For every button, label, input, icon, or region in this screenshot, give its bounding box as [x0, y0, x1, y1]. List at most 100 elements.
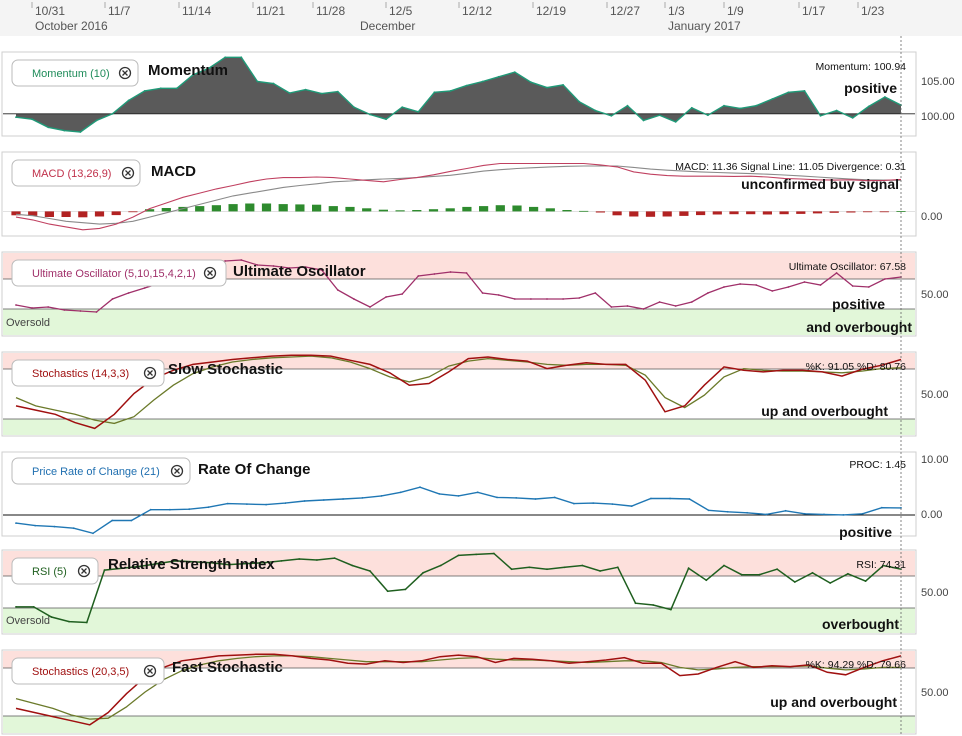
rsi-point: [687, 567, 690, 570]
date-tick-label: 1/3: [668, 4, 685, 18]
macd-histogram-bar: [712, 211, 722, 215]
proc-point: [592, 502, 595, 504]
momentum-point: [819, 114, 822, 117]
proc-point: [573, 502, 575, 505]
macd-histogram-bar: [61, 211, 71, 217]
oversold-zone: [3, 716, 915, 733]
momentum-point: [208, 67, 211, 69]
proc-panel: Price Rate of Change (21) Rate Of Change…: [1, 451, 949, 540]
macd-histogram-bar: [545, 208, 555, 212]
proc-point: [169, 508, 171, 511]
momentum-point: [546, 86, 548, 89]
macd-panel: MACD (13,26,9) MACD MACD: 11.36 Signal L…: [1, 151, 942, 237]
macd-histogram-bar: [796, 211, 806, 214]
oversold-zone: [3, 608, 915, 633]
rsi-point: [652, 604, 655, 606]
proc-point: [53, 525, 56, 528]
proc-pill-label: Price Rate of Change (21): [32, 466, 160, 478]
momentum-point: [739, 107, 741, 110]
momentum-pill-box[interactable]: [11, 59, 139, 87]
proc-point: [207, 506, 210, 509]
ultimate-point: [642, 308, 645, 310]
proc-point: [380, 495, 383, 497]
rsi-point: [847, 572, 849, 575]
ultimate-point: [594, 292, 597, 294]
proc-note: positive: [839, 524, 892, 540]
momentum-point: [674, 121, 677, 123]
momentum-point: [79, 131, 82, 133]
close-icon[interactable]: [143, 366, 157, 380]
rsi-pill-box[interactable]: [11, 557, 99, 585]
momentum-point: [610, 114, 613, 117]
ultimate-pill-box[interactable]: [11, 259, 227, 287]
d-line: [15, 355, 902, 425]
close-icon[interactable]: [77, 564, 91, 578]
slow-stochastic-pill[interactable]: Stochastics (14,3,3): [11, 359, 165, 387]
momentum-point: [127, 99, 130, 102]
close-icon[interactable]: [121, 166, 135, 180]
macd-histogram-bar: [428, 209, 439, 212]
ultimate-point: [336, 289, 339, 291]
proc-point: [457, 495, 460, 497]
momentum-point: [884, 96, 886, 98]
macd-histogram-bar: [245, 203, 255, 212]
macd-pill[interactable]: MACD (13,26,9): [11, 159, 141, 187]
rsi-series: [15, 552, 902, 624]
proc-point: [553, 496, 556, 499]
ultimate-point: [224, 260, 227, 262]
date-tick-label: 11/21: [256, 4, 285, 18]
ultimate-point: [353, 298, 355, 300]
ultimate-point: [143, 287, 146, 289]
close-icon[interactable]: [118, 66, 132, 80]
ultimate-pill[interactable]: Ultimate Oscillator (5,10,15,4,2,1): [11, 259, 227, 287]
macd-histogram-bar: [228, 204, 238, 212]
ultimate-panel: Oversold Ultimate Oscillator (5,10,15,4,…: [1, 251, 949, 337]
date-tick-group: 10/31 11/7 11/14 11/21 11/28 12/5 12/12 12/19 12…: [31, 2, 885, 18]
momentum-point: [224, 56, 227, 59]
date-tick-label: 11/28: [316, 4, 345, 18]
proc-point: [515, 497, 518, 499]
rsi-pill[interactable]: RSI (5): [11, 557, 99, 585]
momentum-readout: Momentum: 100.94: [816, 61, 907, 73]
momentum-tick-base: 100.00: [921, 111, 955, 123]
close-icon[interactable]: [203, 266, 217, 280]
macd-histogram-bar: [879, 211, 889, 213]
momentum-point: [578, 100, 581, 103]
rsi-point: [634, 602, 637, 605]
momentum-point: [401, 106, 404, 108]
ultimate-point: [658, 301, 661, 303]
proc-point: [842, 514, 845, 516]
rsi-point: [758, 573, 761, 576]
proc-pill[interactable]: Price Rate of Change (21): [11, 457, 191, 485]
fast-stochastic-pill[interactable]: Stochastics (20,3,5): [11, 657, 165, 685]
close-icon[interactable]: [170, 464, 184, 478]
momentum-pill[interactable]: Momentum (10): [11, 59, 139, 87]
momentum-panel: Momentum (10) Momentum Momentum: 100.94 …: [1, 51, 955, 137]
macd-pill-box[interactable]: [11, 159, 141, 187]
rsi-point: [192, 560, 194, 563]
proc-point: [746, 511, 748, 514]
rsi-point: [156, 562, 159, 565]
proc-point: [342, 498, 344, 500]
proc-point: [784, 509, 787, 512]
proc-point: [322, 499, 325, 501]
macd-histogram-bar: [345, 206, 355, 212]
ultimate-point: [385, 296, 387, 298]
proc-point: [149, 508, 152, 511]
rsi-point: [369, 570, 371, 572]
proc-point: [688, 498, 691, 500]
proc-point: [765, 513, 768, 516]
momentum-point: [530, 81, 532, 84]
momentum-point: [449, 90, 452, 92]
proc-pill-box[interactable]: [11, 457, 191, 485]
rsi-readout: RSI: 74.31: [856, 559, 906, 571]
fast-stochastic-pill-box[interactable]: [11, 657, 165, 685]
slow-stochastic-pill-box[interactable]: [11, 359, 165, 387]
rsi-point: [298, 558, 301, 560]
macd-readout: MACD: 11.36 Signal Line: 11.05 Divergenc…: [675, 161, 906, 173]
rsi-point: [227, 563, 230, 566]
momentum-point: [353, 106, 355, 108]
macd-line: [15, 162, 902, 231]
momentum-point: [787, 91, 790, 94]
close-icon[interactable]: [143, 664, 157, 678]
